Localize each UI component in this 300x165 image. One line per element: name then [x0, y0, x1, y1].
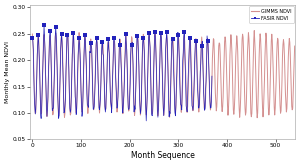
- X-axis label: Month Sequence: Month Sequence: [130, 151, 194, 160]
- Y-axis label: Monthly Mean NDVI: Monthly Mean NDVI: [5, 41, 10, 103]
- Legend: GIMMS NDVI, FASIR NDVI: GIMMS NDVI, FASIR NDVI: [249, 6, 294, 23]
